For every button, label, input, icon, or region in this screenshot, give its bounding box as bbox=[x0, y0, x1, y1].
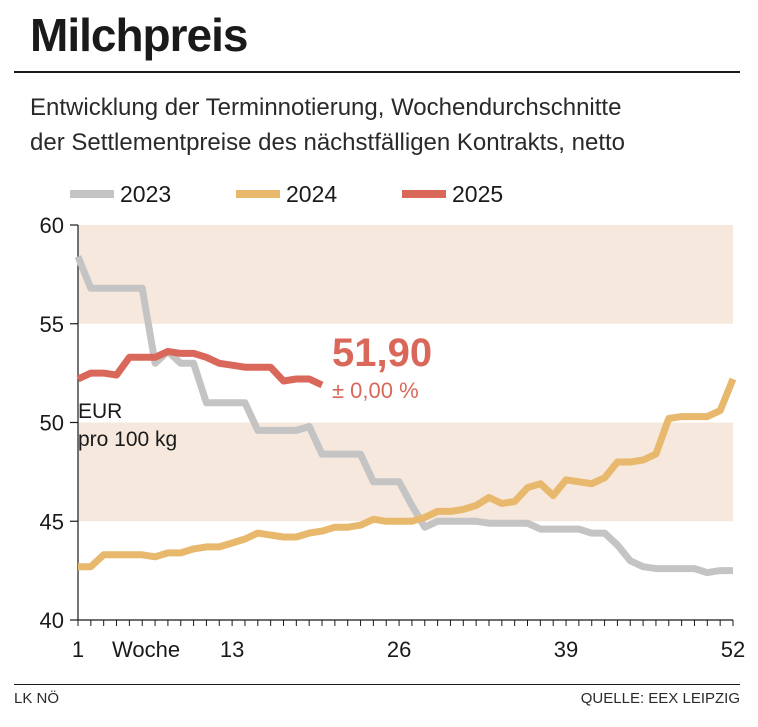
legend: 2023 2024 2025 bbox=[70, 181, 503, 207]
y-axis-unit-line-1: EUR bbox=[78, 400, 122, 423]
footer-left: LK NÖ bbox=[14, 690, 60, 707]
y-tick-label-60: 60 bbox=[40, 213, 64, 238]
legend-label-2025: 2025 bbox=[452, 181, 503, 207]
y-tick-label-55: 55 bbox=[40, 312, 64, 337]
footer-source: QUELLE: EEX LEIPZIG bbox=[580, 690, 740, 707]
series-lines bbox=[74, 255, 737, 577]
series-line-2023 bbox=[74, 255, 733, 577]
title-rule bbox=[14, 71, 740, 73]
x-tick-label-1: 1 bbox=[72, 637, 84, 662]
chart-title: Milchpreis bbox=[30, 9, 249, 61]
footer-rule bbox=[14, 684, 740, 685]
legend-label-2023: 2023 bbox=[120, 181, 171, 207]
subtitle-line-1: Entwicklung der Terminnotierung, Wochend… bbox=[30, 94, 622, 121]
x-axis-label: Woche bbox=[112, 637, 180, 662]
x-tick-label-52: 52 bbox=[721, 637, 745, 662]
chart-subtitle: Entwicklung der Terminnotierung, Wochend… bbox=[30, 90, 625, 160]
x-tick-label-13: 13 bbox=[220, 637, 244, 662]
legend-label-2024: 2024 bbox=[286, 181, 337, 207]
x-tick-label-26: 26 bbox=[387, 637, 411, 662]
shaded-bands bbox=[78, 225, 733, 522]
y-tick-label-45: 45 bbox=[40, 509, 64, 534]
y-tick-label-50: 50 bbox=[40, 411, 64, 436]
subtitle-line-2: der Settlementpreise des nächstfälligen … bbox=[30, 129, 626, 156]
y-axis-unit-line-2: pro 100 kg bbox=[78, 428, 177, 451]
band-0 bbox=[78, 225, 733, 324]
series-line-2024 bbox=[78, 377, 737, 571]
chart-axes: 60 55 50 45 40 1 13 26 39 52 bbox=[40, 213, 746, 662]
series-line-2025 bbox=[76, 347, 324, 389]
milk-price-chart: 60 55 50 45 40 1 13 26 39 52 2023 2024 2025 EUR pro… bbox=[40, 181, 746, 662]
y-tick-label-40: 40 bbox=[40, 608, 64, 633]
band-1 bbox=[78, 422, 733, 522]
latest-value-label: 51,90 bbox=[332, 331, 432, 375]
change-label: ± 0,00 % bbox=[332, 378, 419, 403]
x-tick-label-39: 39 bbox=[554, 637, 578, 662]
